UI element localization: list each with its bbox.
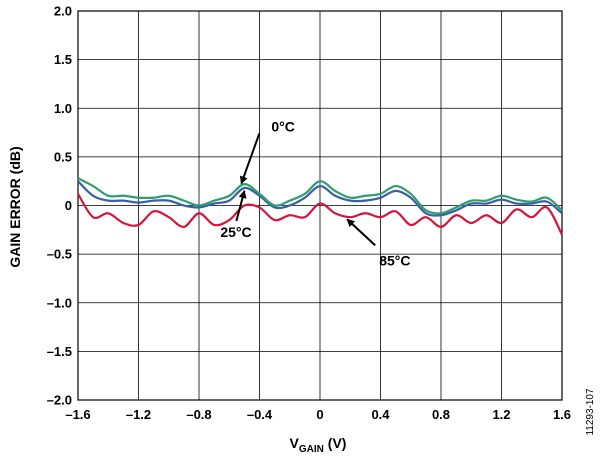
grid-lines [77,10,563,401]
y-tick-label: 2.0 [54,4,72,19]
y-tick-label: 1.0 [54,101,72,116]
y-tick-label: –0.5 [47,247,72,262]
annotation-arrow [346,218,376,247]
plot-frame [77,10,563,401]
series-layer [77,177,563,236]
series-line-1 [77,180,563,217]
annotation-label: 0°C [271,118,295,134]
x-tick-label: –0.8 [186,407,211,422]
series-line-2 [77,193,563,236]
y-tick-label: –2.0 [47,393,72,408]
y-tick-label: 1.5 [54,52,72,67]
x-tick-label: 0.4 [371,407,390,422]
y-tick-label: –1.5 [47,344,72,359]
x-tick-labels: –1.6 –1.2 –0.8 –0.4 0 0.4 0.8 1.2 1.6 [65,407,571,422]
annotation-arrow [239,133,261,185]
y-tick-label: 0.5 [54,149,72,164]
annotation-label: 25°C [220,224,251,240]
y-tick-label: –1.0 [47,295,72,310]
x-tick-label: 1.2 [492,407,510,422]
x-tick-label: 0.8 [432,407,450,422]
y-axis-title: GAIN ERROR (dB) [7,146,23,267]
figure-id: 11293-107 [585,388,596,436]
annotations: 0°C 25°C 85°C [220,118,410,268]
x-tick-label: –0.4 [247,407,273,422]
x-axis-title: VGAIN (V) [290,435,347,455]
y-tick-label: 0 [65,198,72,213]
x-tick-label: 0 [316,407,323,422]
annotation-label: 85°C [379,252,410,268]
x-tick-label: –1.6 [65,407,90,422]
x-tick-label: –1.2 [126,407,151,422]
annotation-arrow [235,190,247,222]
y-tick-labels: 2.0 1.5 1.0 0.5 0 –0.5 –1.0 –1.5 –2.0 [47,4,72,408]
x-tick-label: 1.6 [553,407,571,422]
series-line-0 [77,177,563,215]
